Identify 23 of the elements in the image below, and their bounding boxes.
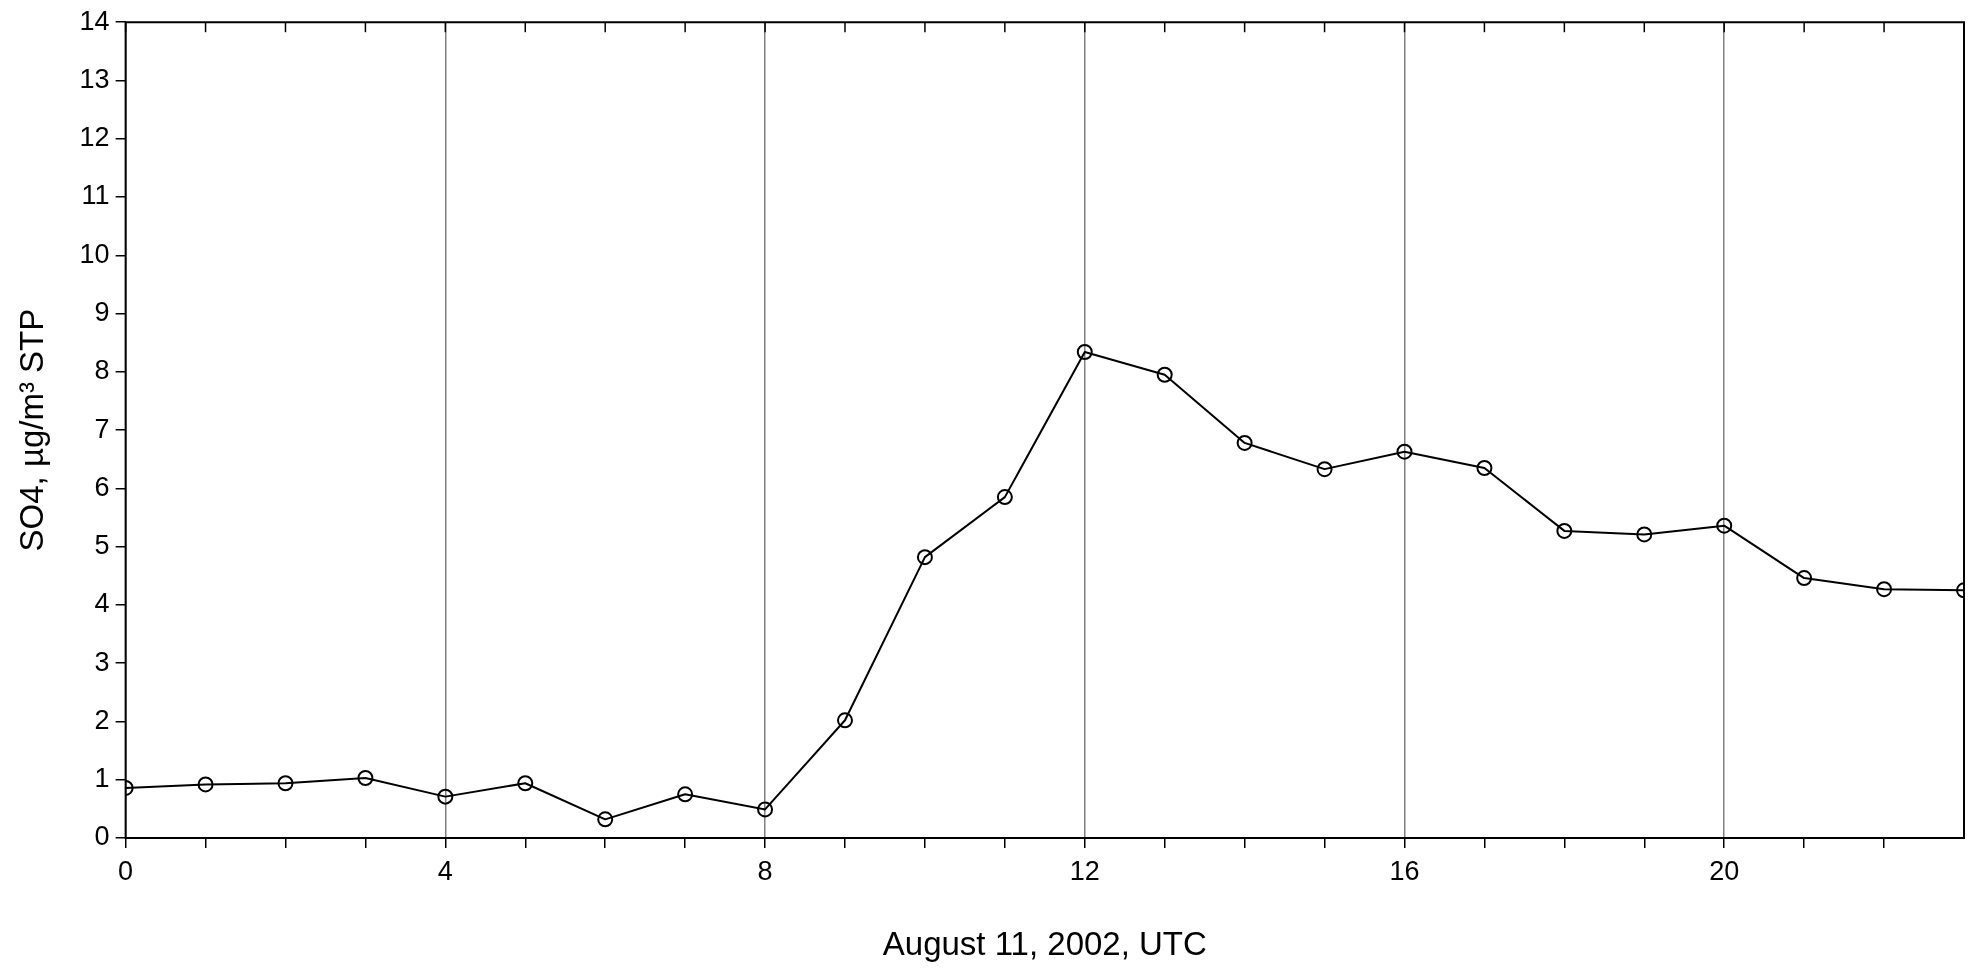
x-tick-label: 12 [1069, 855, 1100, 886]
x-tick-label: 4 [437, 855, 453, 886]
y-tick-label: 2 [94, 704, 110, 735]
y-tick-label: 10 [79, 238, 110, 269]
y-tick-label: 13 [79, 63, 110, 94]
y-tick-label: 3 [94, 646, 110, 677]
y-tick-label: 4 [94, 588, 110, 619]
y-tick-label: 6 [94, 471, 110, 502]
x-axis-title: August 11, 2002, UTC [882, 925, 1207, 963]
y-tick-label: 7 [94, 413, 110, 444]
y-tick-label: 14 [79, 5, 110, 36]
x-tick-label: 8 [757, 855, 773, 886]
y-tick-label: 0 [94, 821, 110, 852]
x-tick-label: 20 [1709, 855, 1740, 886]
y-tick-label: 1 [94, 763, 110, 794]
y-tick-label: 8 [94, 355, 110, 386]
y-tick-label: 5 [94, 530, 110, 561]
x-tick-label: 0 [118, 855, 134, 886]
y-tick-label: 12 [79, 122, 110, 153]
x-tick-label: 16 [1389, 855, 1420, 886]
y-axis-title: SO4, µg/m³ STP [12, 308, 50, 552]
y-tick-label: 9 [94, 297, 110, 328]
y-tick-label: 11 [81, 180, 110, 211]
